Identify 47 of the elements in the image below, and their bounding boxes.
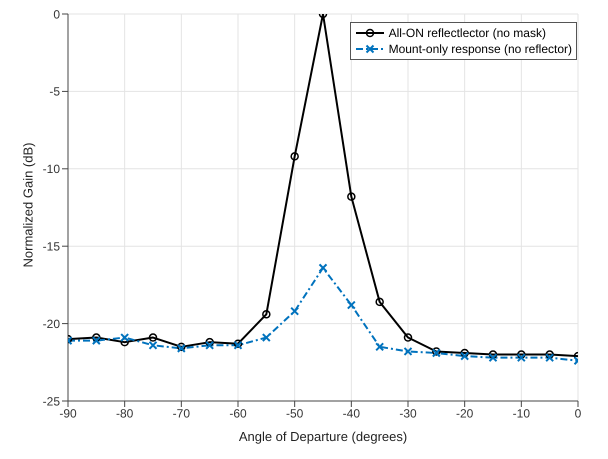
point: [120, 333, 130, 342]
point: [488, 353, 498, 362]
y-tick-label: -5: [49, 84, 60, 99]
point: [92, 336, 101, 346]
point: [488, 350, 498, 359]
x-tick-label: -20: [456, 406, 474, 421]
point: [460, 352, 470, 361]
y-axis-title: Normalized Gain (dB): [20, 142, 36, 268]
y-tick-label: -20: [42, 316, 60, 331]
point: [120, 338, 129, 346]
x-tick-label: -70: [172, 406, 190, 421]
point: [205, 338, 214, 346]
point: [404, 333, 412, 342]
x-tick-label: 0: [574, 406, 582, 421]
x-tick-label: -90: [59, 406, 77, 421]
point: [545, 353, 554, 362]
x-tick-label: -60: [229, 406, 247, 421]
x-tick-label: -40: [342, 406, 360, 421]
point: [290, 152, 299, 161]
x-tick-label: -80: [116, 406, 134, 421]
point: [375, 298, 384, 306]
y-tick-label: -15: [42, 239, 60, 254]
point: [347, 192, 356, 201]
point: [148, 333, 158, 342]
point: [205, 340, 214, 350]
y-tick-label: 0: [53, 7, 60, 22]
point: [517, 350, 526, 359]
x-tick-label: -10: [512, 406, 530, 421]
y-tick-label: -10: [42, 162, 60, 176]
x-axis-title: Angle of Departure (degrees): [238, 429, 408, 444]
point: [375, 342, 384, 352]
point: [262, 333, 271, 342]
point: [148, 340, 158, 350]
point: [92, 333, 101, 342]
point: [404, 346, 412, 356]
point: [262, 310, 271, 319]
point: [545, 350, 554, 359]
point: [346, 300, 356, 310]
point: [318, 263, 328, 272]
point: [460, 348, 469, 358]
x-tick-label: -30: [399, 406, 417, 421]
point: [516, 353, 526, 362]
y-tick-label: -25: [42, 394, 60, 408]
point: [290, 306, 300, 316]
legend-label: Mount-only response (no reflector): [388, 41, 572, 57]
x-tick-label: -50: [286, 406, 304, 421]
legend-label: All-ON reflectlector (no mask): [388, 25, 546, 41]
